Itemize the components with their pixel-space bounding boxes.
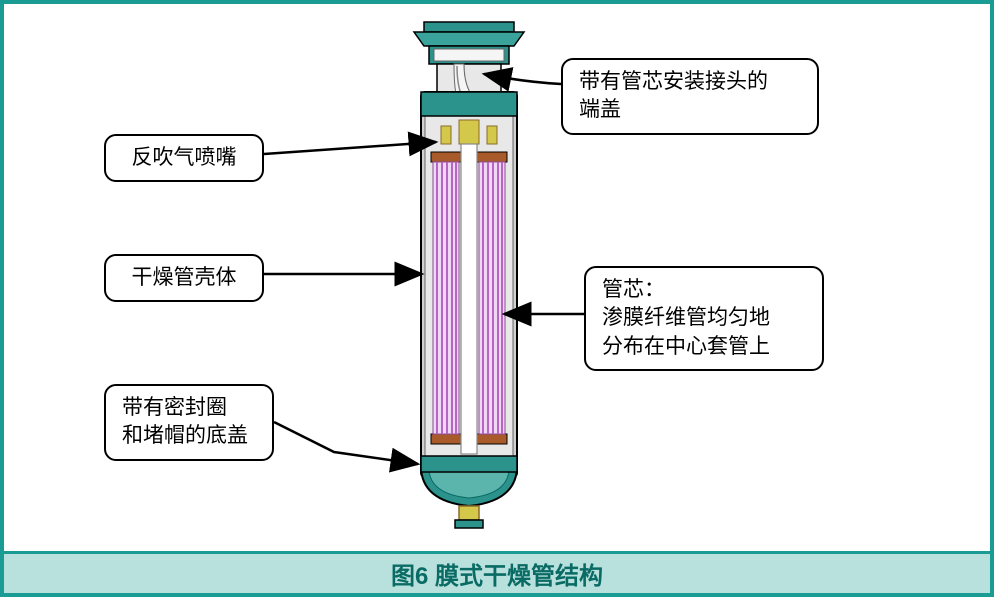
diagram-area: 带有管芯安装接头的 端盖 反吹气喷嘴 干燥管壳体 带有密封圈 和堵帽的底盖 管芯… <box>4 4 990 552</box>
label-text: 分布在中心套管上 <box>602 335 770 358</box>
membrane-dryer-device <box>359 16 579 546</box>
label-text: 和堵帽的底盖 <box>122 424 248 447</box>
figure-caption: 图6 膜式干燥管结构 <box>391 556 603 591</box>
label-text: 管芯： <box>602 278 665 301</box>
caption-bar: 图6 膜式干燥管结构 <box>4 551 990 593</box>
bottom-cap <box>421 456 517 528</box>
cartridge-core <box>431 144 507 454</box>
figure-container: 带有管芯安装接头的 端盖 反吹气喷嘴 干燥管壳体 带有密封圈 和堵帽的底盖 管芯… <box>0 0 994 597</box>
label-text: 带有管芯安装接头的 <box>579 70 768 93</box>
label-text: 渗膜纤维管均匀地 <box>602 306 770 329</box>
label-cartridge-core: 管芯： 渗膜纤维管均匀地 分布在中心套管上 <box>584 266 824 371</box>
label-text: 反吹气喷嘴 <box>132 146 237 169</box>
label-blowback-nozzle: 反吹气喷嘴 <box>104 134 264 182</box>
label-text: 带有密封圈 <box>122 396 227 419</box>
label-text: 端盖 <box>579 98 621 121</box>
label-bottom-cap: 带有密封圈 和堵帽的底盖 <box>104 384 274 461</box>
label-shell-body: 干燥管壳体 <box>104 254 264 302</box>
label-text: 干燥管壳体 <box>132 266 237 289</box>
label-end-cap: 带有管芯安装接头的 端盖 <box>561 58 819 135</box>
